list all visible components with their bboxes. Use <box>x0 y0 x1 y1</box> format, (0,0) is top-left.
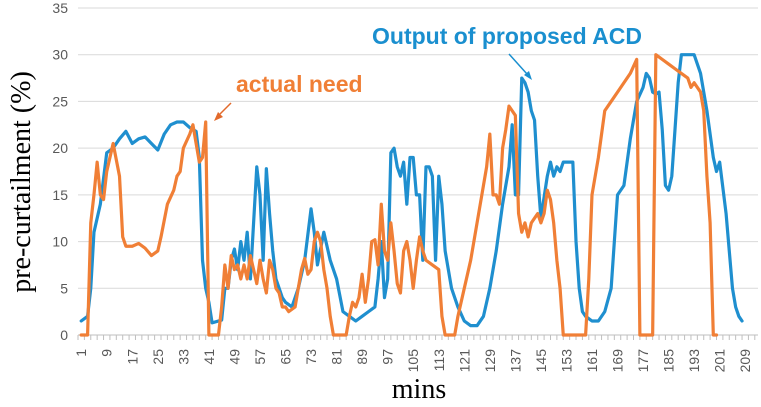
series-lines <box>79 53 744 337</box>
annotation-output-acd: Output of proposed ACD <box>372 23 642 49</box>
y-tick-label: 30 <box>52 47 68 63</box>
x-tick-label: 49 <box>226 349 242 365</box>
x-tick-label: 113 <box>431 349 447 372</box>
y-tick-label: 10 <box>52 234 68 250</box>
axes <box>77 334 758 340</box>
x-tick-label: 105 <box>405 349 421 373</box>
x-axis-label: mins <box>392 374 446 405</box>
x-tick-label: 81 <box>329 349 345 365</box>
x-tick-label: 57 <box>252 349 268 365</box>
annotation-output-acd-arrow <box>508 53 528 75</box>
series-line-output-acd <box>79 53 744 328</box>
y-tick-label: 35 <box>52 0 68 16</box>
y-axis-label: pre-curtailment (%) <box>6 71 37 293</box>
series-line-actual-need <box>79 53 719 337</box>
x-tick-label: 25 <box>150 349 166 365</box>
x-tick-label: 129 <box>482 349 498 373</box>
y-tick-label: 20 <box>52 140 68 156</box>
y-tick-label: 5 <box>60 280 68 296</box>
x-tick-label: 89 <box>354 349 370 365</box>
x-tick-label: 73 <box>303 349 319 365</box>
x-tick-label: 41 <box>201 349 217 365</box>
x-tick-label: 17 <box>124 349 140 365</box>
x-tick-label: 201 <box>712 349 728 373</box>
x-tick-label: 193 <box>686 349 702 373</box>
y-tick-label: 0 <box>60 327 68 343</box>
annotation-actual-need: actual need <box>236 71 363 97</box>
x-tick-label: 161 <box>584 349 600 373</box>
annotation-actual-need-arrow <box>219 102 232 115</box>
x-tick-label: 185 <box>661 349 677 373</box>
x-tick-labels: 1 9 17 25 33 41 49 57 65 73 81 89 97 105 113 121 129 137 1… <box>73 349 753 373</box>
x-tick-label: 209 <box>737 349 753 373</box>
x-tick-label: 1 <box>73 349 89 357</box>
x-tick-label: 65 <box>278 349 294 365</box>
y-tick-labels: 0 5 10 15 20 25 30 35 <box>52 0 68 343</box>
annotation-actual-need-arrowhead <box>214 112 223 121</box>
x-tick-label: 9 <box>99 349 115 357</box>
x-tick-label: 177 <box>635 349 651 373</box>
x-tick-label: 153 <box>558 349 574 373</box>
annotation-output-acd-arrowhead <box>524 71 532 80</box>
y-tick-label: 15 <box>52 187 68 203</box>
x-tick-label: 145 <box>533 349 549 373</box>
x-tick-label: 121 <box>456 349 472 373</box>
x-tick-label: 97 <box>380 349 396 365</box>
x-tick-label: 169 <box>610 349 626 373</box>
y-tick-label: 25 <box>52 93 68 109</box>
x-tick-label: 137 <box>507 349 523 373</box>
x-tick-label: 33 <box>175 349 191 365</box>
